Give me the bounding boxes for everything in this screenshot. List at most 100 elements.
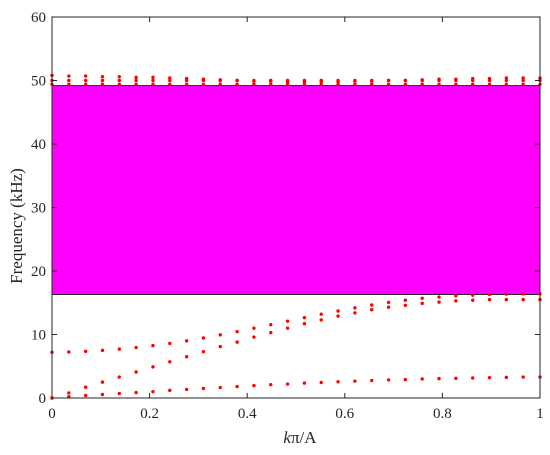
data-point: [67, 78, 71, 83]
data-point: [67, 350, 71, 354]
data-point: [151, 365, 155, 369]
data-point: [100, 82, 105, 87]
data-point: [252, 326, 256, 330]
data-point: [319, 78, 323, 83]
data-point: [403, 377, 408, 382]
data-point: [168, 388, 172, 393]
data-point: [151, 78, 155, 83]
data-point: [269, 78, 273, 83]
data-point: [302, 381, 307, 385]
data-point: [471, 376, 475, 380]
data-point: [168, 360, 172, 364]
data-point: [487, 292, 492, 297]
data-point: [487, 375, 492, 380]
data-point: [285, 78, 290, 83]
data-point: [487, 82, 492, 87]
data-point: [504, 76, 509, 80]
data-point: [302, 78, 307, 83]
data-point: [269, 382, 273, 387]
data-point: [151, 82, 155, 87]
data-point: [471, 78, 475, 83]
data-point: [370, 378, 374, 383]
data-point: [184, 82, 189, 87]
data-point: [83, 385, 88, 389]
data-point: [521, 292, 525, 296]
data-point: [454, 82, 458, 87]
data-point: [168, 78, 172, 83]
data-point: [386, 300, 391, 305]
data-point: [184, 339, 189, 343]
data-point: [420, 296, 424, 301]
data-point: [285, 382, 290, 386]
data-point: [302, 82, 307, 87]
x-axis-ticks: 0 0.2 0.4 0.6 0.8 1: [48, 17, 544, 422]
data-point: [184, 355, 189, 359]
data-point: [134, 345, 138, 350]
data-point: [100, 348, 105, 353]
data-point: [302, 315, 307, 320]
data-point: [386, 78, 391, 83]
data-point: [252, 383, 256, 388]
data-point: [285, 319, 290, 323]
data-point: [319, 380, 323, 385]
data-point: [487, 297, 492, 302]
data-point: [83, 82, 88, 87]
data-point: [336, 78, 340, 83]
data-point: [353, 311, 357, 315]
y-axis-ticks: 0 10 20 30 40 50 60: [31, 10, 540, 407]
data-point: [336, 380, 340, 384]
data-point: [454, 299, 458, 303]
data-point: [100, 392, 105, 397]
data-point: [504, 78, 509, 83]
data-point: [117, 82, 121, 87]
data-point: [420, 301, 424, 306]
data-point: [151, 343, 155, 348]
data-point: [252, 82, 256, 87]
data-point: [386, 82, 391, 87]
data-point: [403, 82, 408, 87]
data-point: [370, 82, 374, 87]
data-point: [370, 308, 374, 312]
data-point: [218, 78, 222, 83]
data-point: [218, 385, 222, 390]
data-point: [218, 333, 222, 337]
data-point: [336, 314, 340, 318]
data-point: [521, 76, 525, 80]
data-point: [336, 82, 340, 87]
y-tick-label: 50: [31, 74, 46, 90]
x-axis-label-rest: π/A: [291, 428, 317, 447]
data-point: [218, 82, 222, 87]
x-axis-label: kπ/A: [283, 428, 317, 447]
data-point: [201, 386, 206, 391]
data-point: [168, 76, 172, 80]
x-tick-label: 0.2: [140, 406, 159, 422]
data-point: [386, 305, 391, 309]
data-point: [117, 391, 121, 396]
data-point: [168, 341, 172, 346]
data-point: [67, 391, 71, 395]
x-tick-label: 0: [48, 406, 56, 422]
data-point: [235, 384, 239, 389]
data-point: [471, 298, 475, 302]
data-point: [336, 309, 340, 313]
data-point: [269, 82, 273, 87]
data-point: [201, 78, 206, 83]
x-tick-label: 0.4: [238, 406, 257, 422]
data-point: [521, 297, 525, 302]
data-point: [487, 78, 492, 83]
y-tick-label: 10: [31, 328, 46, 344]
data-point: [437, 82, 441, 87]
data-point: [269, 322, 273, 327]
data-point: [370, 303, 374, 307]
data-point: [134, 82, 138, 87]
data-point: [184, 78, 189, 83]
data-point: [437, 376, 441, 381]
data-point: [403, 303, 408, 307]
data-point: [235, 78, 239, 83]
data-point: [504, 375, 509, 380]
data-point: [117, 347, 121, 351]
data-point: [353, 78, 357, 83]
data-point: [252, 78, 256, 83]
y-tick-label: 30: [31, 201, 46, 217]
